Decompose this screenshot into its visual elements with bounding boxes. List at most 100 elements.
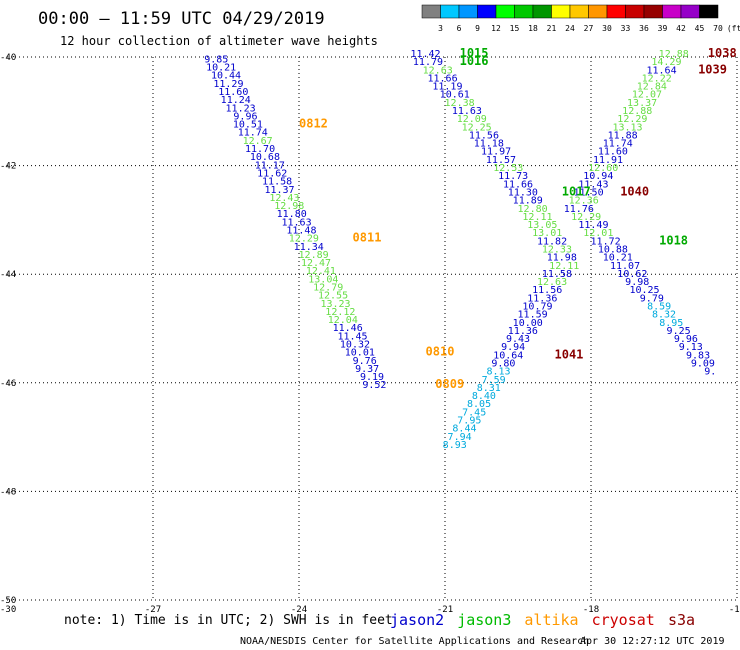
wave-height-label: 9.25 (667, 326, 691, 337)
wave-height-label: 11.79 (413, 57, 443, 68)
colorbar-swatch (440, 4, 460, 19)
x-tick-label: -21 (437, 605, 453, 615)
colorbar-label: 21 (547, 24, 557, 33)
wave-height-label: 13.23 (320, 299, 350, 310)
x-tick-label: -18 (583, 605, 599, 615)
wave-height-label: 9.52 (362, 380, 386, 391)
colorbar-label: (ft) (727, 24, 740, 33)
wave-height-label: 11.63 (452, 106, 482, 117)
wave-height-label: 12.04 (328, 315, 358, 326)
wave-height-label: 12.41 (306, 266, 336, 277)
wave-height-label: 11.73 (498, 171, 528, 182)
wave-height-label: 12.84 (637, 82, 667, 93)
colorbar-label: 36 (639, 24, 649, 33)
wave-height-label: 9.83 (686, 350, 710, 361)
wave-height-label: 8.32 (652, 310, 676, 321)
chart-subtitle: 12 hour collection of altimeter wave hei… (60, 34, 378, 48)
wave-height-label: 9.94 (501, 342, 525, 353)
wave-height-label: 11.56 (469, 130, 499, 141)
wave-height-label: 12.25 (462, 122, 492, 133)
wave-height-label: 11.72 (591, 236, 621, 247)
y-tick-label: -40 (0, 53, 16, 63)
colorbar-label: 45 (695, 24, 705, 33)
x-tick-label: -27 (145, 605, 161, 615)
wave-height-label: 13.04 (308, 274, 338, 285)
wave-height-label: 11.46 (333, 323, 363, 334)
wave-height-label: 9.19 (360, 372, 384, 383)
data-labels: 9.8510.2110.4411.2911.6011.2411.239.9610… (204, 49, 716, 451)
wave-height-label: 10.32 (340, 340, 370, 351)
colorbar-swatch (569, 4, 589, 19)
wave-height-label: 11.43 (578, 179, 608, 190)
wave-height-label: 12.55 (318, 291, 348, 302)
wave-height-label: 11.82 (537, 236, 567, 247)
wave-height-label: 11.36 (508, 326, 538, 337)
wave-height-label: 12.47 (301, 258, 331, 269)
wave-height-label: 13.01 (532, 228, 562, 239)
wave-height-label: 10.25 (629, 285, 659, 296)
wave-height-label: 10.00 (513, 318, 543, 329)
chart-title: 00:00 – 11:59 UTC 04/29/2019 (38, 9, 325, 29)
legend-entry: jason2 (390, 611, 444, 629)
wave-height-label: 11.80 (277, 209, 307, 220)
wave-height-label: 11.49 (578, 220, 608, 231)
colorbar-label: 70 (713, 24, 723, 33)
colorbar-swatch (495, 4, 515, 19)
pass-time-tag: 1015 (460, 46, 489, 60)
wave-height-label: 10.64 (493, 350, 523, 361)
wave-height-label: 13.13 (612, 122, 642, 133)
y-tick-label: -46 (0, 379, 16, 389)
wave-height-label: 11.37 (264, 185, 294, 196)
wave-height-label: 12.79 (313, 282, 343, 293)
wave-height-label: 11.56 (532, 285, 562, 296)
wave-height-label: 11.66 (503, 179, 533, 190)
pass-time-tag: 1041 (555, 347, 584, 361)
wave-height-label: 11.70 (245, 144, 275, 155)
wave-height-label: 12.60 (588, 163, 618, 174)
wave-height-label: 10.88 (598, 244, 628, 255)
wave-height-label: 8.40 (472, 391, 496, 402)
y-tick-label: -44 (0, 270, 16, 280)
wave-height-label: 11.60 (598, 147, 628, 158)
wave-height-label: 12.12 (325, 307, 355, 318)
wave-height-label: 9.96 (233, 111, 257, 122)
colorbar-label: 30 (602, 24, 612, 33)
wave-height-label: 10.61 (440, 90, 470, 101)
wave-height-label: 10.21 (603, 253, 633, 264)
y-tick-label: -42 (0, 162, 16, 172)
wave-height-label: 11.76 (564, 204, 594, 215)
wave-height-label: 11.18 (474, 139, 504, 150)
wave-height-label: 12.88 (659, 49, 689, 60)
footer-timestamp: Apr 30 12:27:12 UTC 2019 (580, 636, 725, 647)
wave-height-label: 11.74 (603, 139, 633, 150)
wave-height-label: 9.96 (674, 334, 698, 345)
axis-tick-labels: -27 -24 -21 -18 -15 -40 -42 -44 -46 -48 -50-30 (0, 53, 740, 615)
colorbar-swatch (532, 4, 552, 19)
wave-height-label: 9.13 (679, 342, 703, 353)
wave-height-label: 9. (704, 367, 716, 378)
colorbar-label: 42 (676, 24, 686, 33)
wave-height-label: 11.17 (255, 160, 285, 171)
wave-height-label: 9.79 (640, 293, 664, 304)
wave-height-label: 8.31 (477, 383, 501, 394)
wave-height-label: 9.85 (204, 54, 228, 65)
wave-height-label: 13.37 (627, 98, 657, 109)
satellite-legend: jason2 jason3 altika cryosat s3a (390, 611, 695, 629)
colorbar-label: 9 (475, 24, 480, 33)
wave-height-label: 10.21 (206, 63, 236, 74)
wave-height-label: 7.94 (448, 432, 472, 443)
footer-note: note: 1) Time is in UTC; 2) SWH is in fe… (64, 613, 393, 628)
colorbar-swatch (458, 4, 478, 19)
wave-height-label: 12.29 (617, 114, 647, 125)
legend-entry: jason3 (457, 611, 511, 629)
colorbar-label: 33 (621, 24, 631, 33)
legend-entry: altika (524, 611, 578, 629)
colorbar-swatch (699, 4, 719, 19)
wave-height-label: 12.53 (493, 163, 523, 174)
wave-height-label: 11.63 (282, 217, 312, 228)
wave-height-label: 12.43 (269, 193, 299, 204)
wave-height-label: 9.43 (506, 334, 530, 345)
pass-time-tag: 1017 (562, 184, 591, 198)
wave-height-label: 11.23 (226, 103, 256, 114)
